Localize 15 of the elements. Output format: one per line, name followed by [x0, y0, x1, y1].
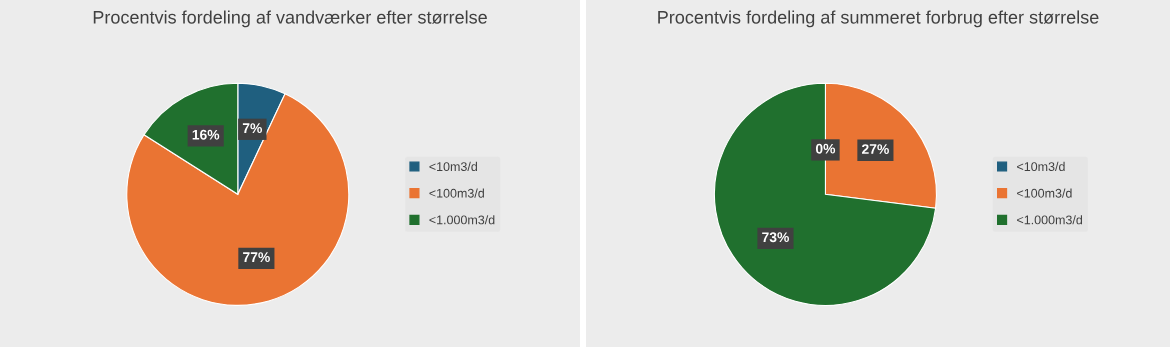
- legend-label: <1.000m3/d: [1017, 215, 1083, 225]
- legend-label: <10m3/d: [1017, 161, 1065, 172]
- data-label: 27%: [862, 144, 889, 154]
- data-label: 77%: [243, 252, 270, 262]
- data-label: 7%: [242, 123, 262, 133]
- legend-label: <10m3/d: [429, 161, 477, 172]
- data-label: 16%: [192, 129, 220, 140]
- chart-title: Procentvis fordeling af summeret forbrug efter størrelse: [658, 10, 1099, 28]
- pie-slice: [713, 82, 937, 306]
- data-label: 73%: [762, 232, 789, 243]
- text: 0%: [815, 143, 836, 154]
- legend-label: <100m3/d: [1017, 188, 1072, 198]
- chart-title: Procentvis fordeling af vandværker efter størrelse: [93, 10, 487, 28]
- legend-label: <1.000m3/d: [429, 215, 495, 225]
- legend-label: <100m3/d: [429, 188, 484, 198]
